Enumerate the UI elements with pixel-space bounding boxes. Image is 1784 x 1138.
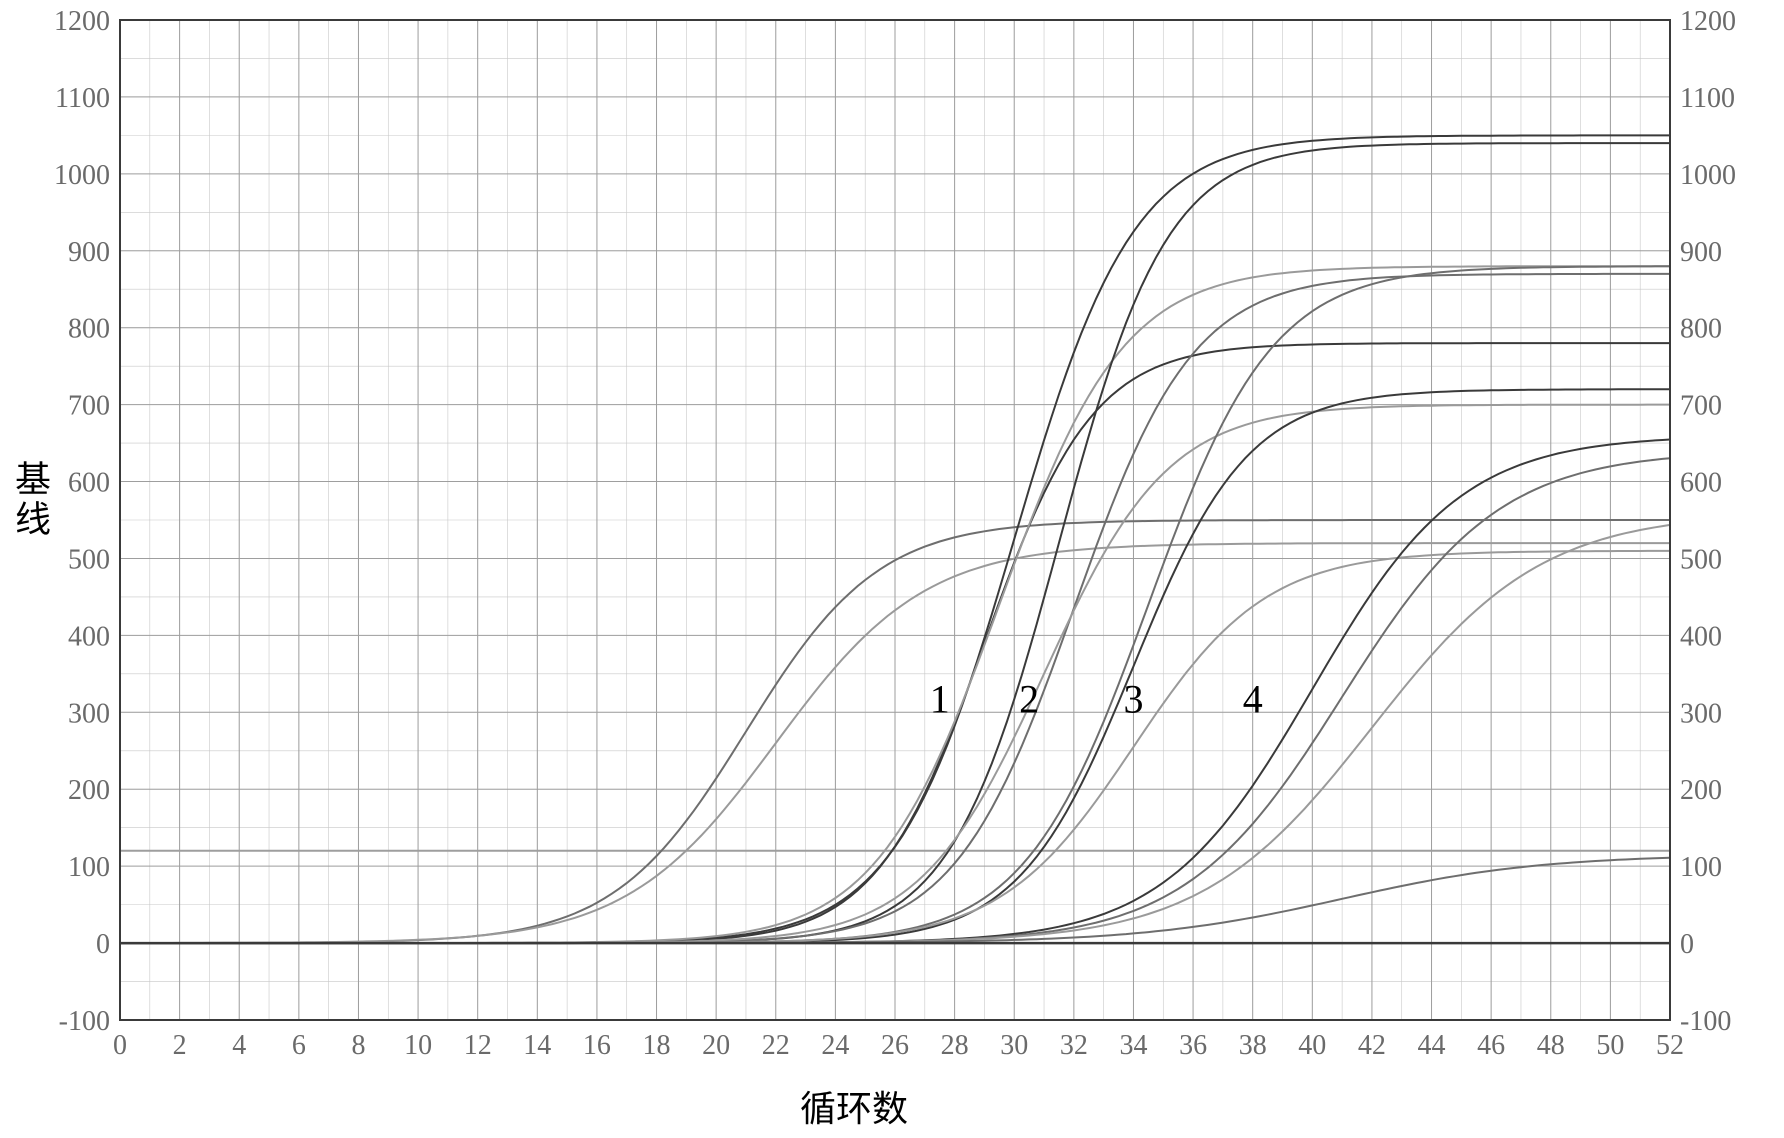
y-tick-label-left: 1100 xyxy=(55,83,110,114)
y-tick-label-left: 200 xyxy=(68,775,110,806)
y-tick-label-right: 600 xyxy=(1680,468,1722,499)
annotation-3: 3 xyxy=(1123,676,1143,721)
x-tick-label: 40 xyxy=(1298,1030,1326,1061)
y-tick-label-right: 500 xyxy=(1680,544,1722,575)
x-tick-label: 24 xyxy=(821,1030,849,1061)
chart-container: 0246810121416182022242628303234363840424… xyxy=(0,0,1784,1138)
y-tick-label-left: 900 xyxy=(68,237,110,268)
x-tick-label: 38 xyxy=(1239,1030,1267,1061)
y-tick-label-left: 600 xyxy=(68,468,110,499)
x-tick-label: 12 xyxy=(464,1030,492,1061)
x-tick-label: 42 xyxy=(1358,1030,1386,1061)
y-tick-label-right: 0 xyxy=(1680,929,1694,960)
x-axis-label: 循环数 xyxy=(800,1080,908,1132)
y-tick-label-right: 200 xyxy=(1680,775,1722,806)
x-tick-label: 48 xyxy=(1537,1030,1565,1061)
x-tick-label: 10 xyxy=(404,1030,432,1061)
x-tick-label: 20 xyxy=(702,1030,730,1061)
y-axis-label: 基线 xyxy=(4,460,56,539)
annotation-4: 4 xyxy=(1243,676,1263,721)
x-tick-label: 8 xyxy=(351,1030,365,1061)
x-tick-label: 0 xyxy=(113,1030,127,1061)
x-tick-label: 22 xyxy=(762,1030,790,1061)
x-tick-label: 4 xyxy=(232,1030,246,1061)
x-tick-label: 32 xyxy=(1060,1030,1088,1061)
x-tick-label: 18 xyxy=(643,1030,671,1061)
x-tick-label: 28 xyxy=(941,1030,969,1061)
annotation-1: 1 xyxy=(930,676,950,721)
x-tick-label: 6 xyxy=(292,1030,306,1061)
y-tick-label-right: 300 xyxy=(1680,698,1722,729)
y-tick-label-right: 900 xyxy=(1680,237,1722,268)
x-tick-label: 26 xyxy=(881,1030,909,1061)
y-tick-label-right: 700 xyxy=(1680,391,1722,422)
y-tick-label-left: 100 xyxy=(68,852,110,883)
y-tick-label-right: 1100 xyxy=(1680,83,1735,114)
x-tick-label: 36 xyxy=(1179,1030,1207,1061)
x-tick-label: 14 xyxy=(523,1030,551,1061)
x-tick-label: 30 xyxy=(1000,1030,1028,1061)
y-tick-label-right: 1200 xyxy=(1680,6,1736,37)
y-tick-label-right: -100 xyxy=(1680,1006,1731,1037)
y-tick-label-right: 800 xyxy=(1680,314,1722,345)
annotation-2: 2 xyxy=(1019,676,1039,721)
y-tick-label-left: 1000 xyxy=(54,160,110,191)
y-tick-label-left: 0 xyxy=(96,929,110,960)
x-tick-label: 16 xyxy=(583,1030,611,1061)
y-tick-label-left: 1200 xyxy=(54,6,110,37)
y-tick-label-left: 700 xyxy=(68,391,110,422)
amplification-chart: 0246810121416182022242628303234363840424… xyxy=(0,0,1784,1138)
y-tick-label-left: 300 xyxy=(68,698,110,729)
x-tick-label: 46 xyxy=(1477,1030,1505,1061)
y-tick-label-left: 500 xyxy=(68,544,110,575)
x-tick-label: 34 xyxy=(1119,1030,1147,1061)
y-tick-label-left: 400 xyxy=(68,621,110,652)
x-tick-label: 50 xyxy=(1596,1030,1624,1061)
y-tick-label-right: 1000 xyxy=(1680,160,1736,191)
x-tick-label: 2 xyxy=(173,1030,187,1061)
y-tick-label-left: 800 xyxy=(68,314,110,345)
y-tick-label-left: -100 xyxy=(59,1006,110,1037)
x-tick-label: 44 xyxy=(1418,1030,1446,1061)
y-tick-label-right: 100 xyxy=(1680,852,1722,883)
y-tick-label-right: 400 xyxy=(1680,621,1722,652)
